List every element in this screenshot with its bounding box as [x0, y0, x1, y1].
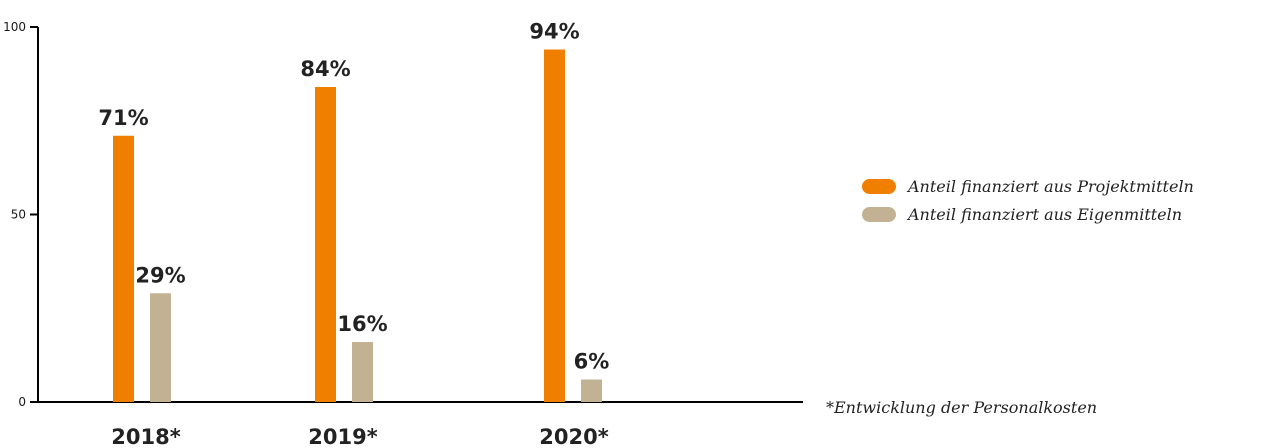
data-label: 94% — [529, 20, 579, 44]
legend-label-eigenmittel: Anteil finanziert aus Eigenmitteln — [908, 204, 1183, 224]
y-tick-label: 0 — [18, 395, 26, 409]
bar — [113, 135, 134, 402]
footnote: *Entwicklung der Personalkosten — [826, 398, 1098, 417]
data-label: 84% — [300, 57, 350, 81]
chart-labels: 71% 84% 94% 29% 16% 6% 2018* 2019* 2020* — [98, 20, 609, 448]
bar — [544, 49, 565, 402]
data-label: 71% — [98, 106, 148, 130]
legend-swatch-projektmittel — [862, 178, 896, 194]
x-category-label: 2020* — [539, 425, 608, 448]
bar — [150, 293, 171, 402]
chart-bars — [113, 49, 602, 402]
y-tick-label: 100 — [3, 20, 26, 34]
bar — [352, 342, 373, 402]
legend-item-projektmittel: Anteil finanziert aus Projektmitteln — [862, 172, 1194, 200]
x-category-label: 2019* — [308, 425, 377, 448]
data-label: 29% — [135, 263, 185, 287]
bar — [315, 87, 336, 402]
bar — [581, 379, 602, 402]
legend-swatch-eigenmittel — [862, 206, 896, 222]
legend-item-eigenmittel: Anteil finanziert aus Eigenmitteln — [862, 200, 1194, 228]
chart-legend: Anteil finanziert aus Projektmitteln Ant… — [862, 172, 1194, 228]
data-label: 6% — [574, 350, 610, 374]
x-category-label: 2018* — [111, 425, 180, 448]
y-tick-label: 50 — [11, 208, 26, 222]
legend-label-projektmittel: Anteil finanziert aus Projektmitteln — [908, 176, 1194, 196]
data-label: 16% — [337, 312, 387, 336]
